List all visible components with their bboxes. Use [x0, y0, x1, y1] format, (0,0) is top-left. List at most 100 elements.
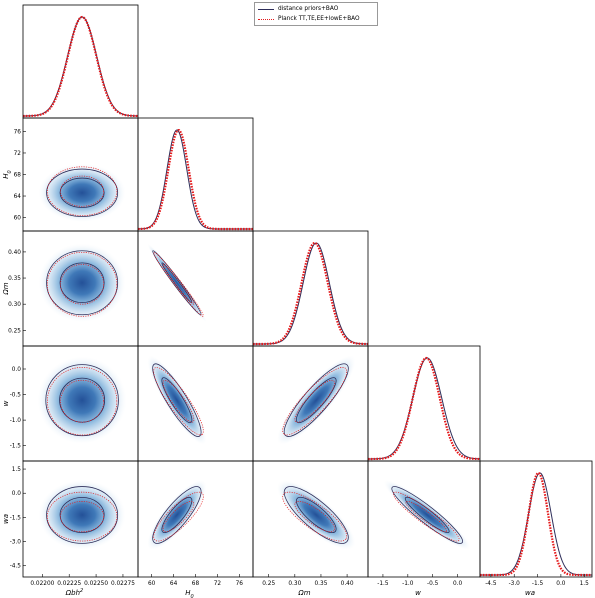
x-tick-label: 0.30 — [288, 581, 301, 587]
y-tick-label: -1.5 — [10, 515, 22, 521]
marginal-dotted-omegam — [253, 241, 368, 346]
contour-68-dotted — [405, 501, 448, 533]
legend-item-1: Planck TT,TE,EE+lowE+BAO — [258, 15, 360, 24]
x-tick-label: 60 — [148, 581, 156, 587]
y-tick-label: -3.0 — [10, 540, 22, 546]
contour-68-solid — [161, 496, 193, 534]
panel-H0-H0 — [137, 117, 254, 232]
density-fill — [383, 480, 471, 550]
contour-68-dotted — [162, 264, 195, 305]
contour-68-solid — [59, 262, 105, 304]
contour-68-dotted — [60, 379, 105, 423]
y-tick-label: 76 — [14, 129, 22, 135]
density-fill — [277, 480, 356, 550]
panel-frame — [22, 4, 139, 119]
panel-w-omegab: -1.5 -1.0 -0.5 0.0 w — [2, 345, 139, 462]
y-tick-label: 68 — [14, 173, 22, 179]
contour-95-dotted — [47, 166, 118, 216]
density-fill — [38, 243, 126, 322]
panel-H0-omegab: 60 64 68 72 76 H0 — [2, 117, 139, 232]
marginal-line-H0 — [138, 129, 253, 230]
y-axis-label-wa: wa — [2, 514, 10, 524]
contour-95-solid — [152, 486, 202, 544]
panel-wa-H0: 60 64 68 72 76 H0 — [137, 460, 254, 598]
x-tick-label: -0.5 — [427, 581, 439, 587]
x-tick-label: 0.25 — [262, 581, 275, 587]
contour-68-solid — [404, 496, 450, 534]
panel-frame — [137, 460, 254, 578]
panel-wa-omegam: 0.25 0.30 0.35 0.40 Ωm — [252, 460, 369, 597]
x-tick-label: -1.0 — [402, 581, 414, 587]
contour-95-solid — [283, 363, 349, 437]
legend-item-0: distance priors+BAO — [258, 5, 338, 14]
contour-95-dotted — [47, 251, 118, 317]
legend: distance priors+BAO Planck TT,TE,EE+lowE… — [254, 2, 378, 26]
marginal-dotted-w — [368, 356, 480, 461]
x-axis-label-omegam: Ωm — [297, 589, 310, 597]
contour-95-solid — [46, 168, 119, 217]
y-tick-label: 0.0 — [12, 367, 22, 373]
marginal-line-wa — [480, 472, 592, 576]
contour-68-solid — [59, 377, 106, 423]
x-axis-label-H0: H0 — [185, 589, 193, 598]
panel-wa-wa: -4.5 -3.0 -1.5 0.0 1.5 wa — [479, 460, 593, 597]
x-axis-label-wa: wa — [525, 589, 535, 597]
density-fill — [38, 163, 126, 222]
contour-68-dotted — [294, 379, 335, 423]
contour-68-dotted — [162, 379, 195, 423]
y-tick-label: -4.5 — [10, 564, 22, 570]
marginal-line-omegab — [23, 16, 138, 117]
y-tick-label: -0.5 — [10, 393, 22, 399]
x-tick-label: 76 — [236, 581, 244, 587]
density-fill — [277, 355, 356, 445]
contour-68-solid — [59, 177, 105, 208]
contour-68-dotted — [60, 175, 105, 207]
contour-68-solid — [161, 377, 193, 424]
y-tick-label: 0.35 — [8, 276, 21, 282]
y-tick-label: 0.30 — [8, 302, 21, 308]
contour-68-dotted — [60, 501, 105, 533]
panel-omegab-omegab — [22, 4, 139, 119]
panel-omegam-omegab: 0.25 0.30 0.35 0.40 Ωm — [2, 230, 139, 347]
x-tick-label: 72 — [214, 581, 222, 587]
x-axis-label-w: w — [415, 589, 421, 597]
contour-95-dotted — [282, 491, 348, 542]
contour-95-dotted — [282, 367, 348, 436]
x-tick-label: -1.5 — [377, 581, 389, 587]
contour-95-dotted — [153, 491, 204, 542]
panel-wa-omegab: 0.02200 0.02225 0.02250 0.02275 Ωbh2 -4.5 -3.0… — [2, 460, 139, 597]
panel-frame — [367, 345, 481, 462]
contour-68-dotted — [162, 501, 195, 533]
x-tick-label: 0.02225 — [57, 581, 81, 587]
contour-95-dotted — [47, 367, 118, 436]
y-tick-label: 0.40 — [8, 250, 21, 256]
marginal-line-omegam — [253, 242, 368, 345]
panel-omegam-H0 — [137, 230, 254, 347]
density-fill — [147, 355, 207, 445]
panel-frame — [137, 230, 254, 347]
contour-95-solid — [46, 486, 119, 544]
marginal-dotted-omegab — [23, 15, 138, 118]
x-tick-label: -4.5 — [485, 581, 497, 587]
panel-omegam-omegam — [252, 230, 369, 347]
y-axis-label-H0: H0 — [2, 170, 13, 178]
contour-68-dotted — [60, 264, 105, 305]
contour-95-solid — [152, 363, 202, 437]
legend-label-1: Planck TT,TE,EE+lowE+BAO — [278, 16, 360, 22]
y-tick-label: 1.5 — [12, 467, 22, 473]
panel-w-omegam — [252, 345, 369, 462]
panel-w-w — [367, 345, 481, 462]
contour-95-dotted — [153, 367, 204, 436]
y-tick-label: 0.25 — [8, 328, 21, 334]
legend-swatch-solid — [258, 9, 274, 10]
x-tick-label: 0.02200 — [30, 581, 54, 587]
panel-frame — [479, 460, 593, 578]
x-tick-label: 0.02275 — [111, 581, 135, 587]
y-tick-label: 64 — [14, 194, 22, 200]
contour-68-solid — [295, 496, 337, 534]
contour-68-dotted — [294, 501, 335, 533]
contour-68-solid — [59, 496, 105, 534]
legend-swatch-dotted — [258, 19, 274, 20]
x-tick-label: 0.35 — [314, 581, 327, 587]
